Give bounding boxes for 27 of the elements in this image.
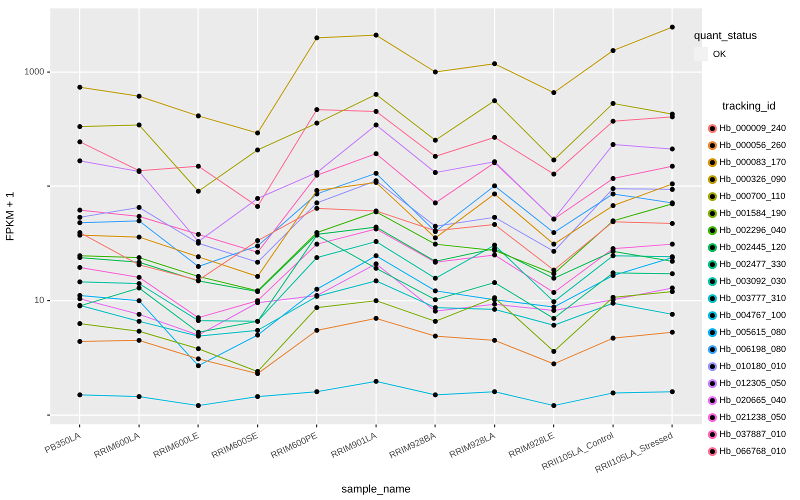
- legend-label: Hb_006198_080: [719, 344, 786, 354]
- legend-label: Hb_002296_040: [719, 225, 786, 236]
- x-axis-title: sample_name: [342, 483, 411, 496]
- legend-label: Hb_000326_090: [719, 174, 786, 184]
- legend-label: Hb_005615_080: [719, 327, 786, 338]
- legend-label: Hb_000056_260: [719, 140, 786, 150]
- legend-label: Hb_003092_030: [719, 276, 786, 286]
- y-axis-title: FPKM + 1: [4, 192, 17, 241]
- legend-label: Hb_002477_330: [719, 259, 786, 270]
- legend-label: Hb_002445_120: [719, 242, 786, 252]
- legend-label: Hb_000009_240: [719, 123, 786, 134]
- legend-title: tracking_id: [722, 100, 776, 112]
- legend-label: Hb_000083_170: [719, 157, 786, 168]
- legend-label: Hb_012305_050: [719, 378, 786, 388]
- legend-label: Hb_001584_190: [719, 208, 786, 218]
- legend-label: Hb_003777_310: [719, 293, 786, 304]
- legend-label: Hb_010180_010: [719, 361, 786, 372]
- legend-label: Hb_020665_040: [719, 395, 786, 406]
- y-tick-label: 10: [34, 295, 44, 306]
- legend-label: Hb_037887_010: [719, 429, 786, 440]
- legend-label: Hb_066768_010: [719, 446, 786, 456]
- legend-label: Hb_004767_100: [719, 310, 786, 320]
- legend-label: Hb_000700_110: [719, 191, 786, 202]
- legend-label: Hb_021238_050: [719, 412, 786, 422]
- y-tick-label: 1000: [24, 66, 44, 76]
- text: OK: [713, 49, 726, 59]
- annotation: quant_status: [694, 30, 757, 42]
